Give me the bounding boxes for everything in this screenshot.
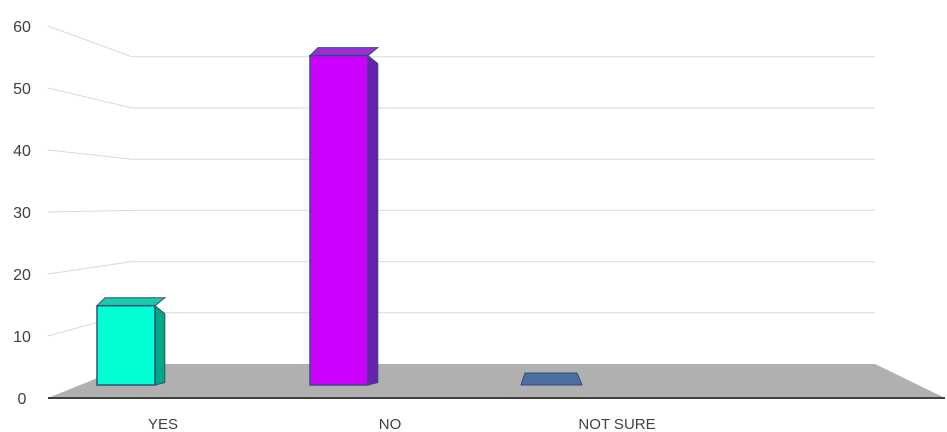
bar-no-side	[367, 54, 379, 386]
side-gridline	[47, 149, 133, 160]
side-gridline	[47, 25, 133, 58]
y-tick-label: 60	[13, 19, 31, 36]
y-tick-label: 40	[13, 143, 31, 160]
grid-layer	[47, 25, 875, 337]
y-tick-label: 0	[18, 391, 27, 408]
x-tick-label-yes: YES	[148, 416, 178, 432]
floor-layer	[48, 364, 945, 398]
bar-not-sure	[520, 372, 583, 386]
side-gridline	[47, 87, 133, 109]
side-gridline	[47, 209, 133, 213]
bar-yes-top	[95, 297, 167, 307]
y-tick-label: 30	[13, 205, 31, 222]
chart-floor	[48, 364, 945, 398]
bar-yes	[96, 304, 156, 386]
bar-no-top	[308, 47, 380, 57]
y-tick-label: 10	[13, 329, 31, 346]
x-tick-label-not-sure: NOT SURE	[578, 416, 655, 432]
axis-layer: 0 10 20 30 40 50 60 YES NO NOT SURE	[13, 19, 945, 432]
side-gridline	[47, 261, 133, 275]
y-tick-label: 50	[13, 81, 31, 98]
y-tick-label: 20	[13, 267, 31, 284]
x-tick-label-no: NO	[379, 416, 402, 432]
bar-no	[309, 54, 369, 386]
bar-yes-side	[154, 304, 166, 386]
bars-layer	[95, 47, 583, 386]
